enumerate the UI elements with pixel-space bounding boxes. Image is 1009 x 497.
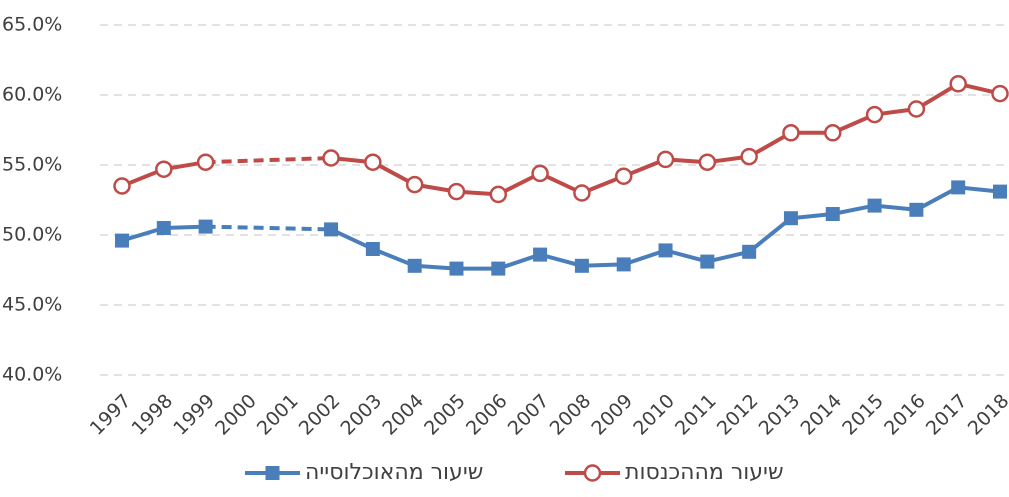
marker — [365, 242, 380, 256]
marker — [405, 175, 424, 194]
marker — [489, 185, 508, 204]
marker — [825, 207, 840, 221]
x-tick-label: 2003 — [337, 390, 387, 440]
x-tick-label: 2016 — [880, 390, 930, 440]
x-tick-label: 2004 — [378, 390, 428, 440]
y-tick-label: 45.0% — [2, 294, 62, 316]
x-tick-label: 2014 — [796, 390, 846, 440]
marker — [155, 160, 173, 178]
marker — [867, 198, 882, 213]
x-tick-label: 2007 — [504, 390, 554, 440]
marker — [491, 261, 506, 276]
marker — [614, 167, 633, 185]
gap-connector — [205, 156, 332, 165]
marker — [364, 153, 382, 171]
legend: שיעור מהאוכלוסייה שיעור מההכנסות — [245, 460, 784, 485]
x-tick-label: 1999 — [169, 390, 219, 440]
marker — [949, 75, 967, 93]
marker — [265, 466, 280, 480]
x-tick-label: 1998 — [127, 390, 177, 440]
x-tick-label: 2017 — [922, 390, 972, 440]
marker — [951, 180, 966, 195]
x-tick-label: 2012 — [713, 390, 763, 440]
x-tick-label: 2006 — [462, 390, 512, 440]
marker — [783, 211, 798, 226]
marker — [449, 261, 464, 276]
x-tick-label: 2010 — [629, 390, 679, 440]
marker — [115, 233, 129, 248]
marker — [656, 150, 675, 169]
y-tick-label: 65.0% — [2, 14, 62, 36]
x-tick-label: 2015 — [838, 390, 888, 440]
marker — [991, 84, 1009, 103]
y-tick-label: 60.0% — [2, 84, 62, 106]
marker — [322, 149, 340, 167]
x-tick-label: 2002 — [295, 390, 345, 440]
marker — [907, 100, 926, 118]
marker — [782, 124, 800, 142]
marker — [616, 257, 631, 272]
marker — [574, 258, 589, 273]
marker — [573, 184, 591, 202]
x-tick-label: 2005 — [420, 390, 470, 440]
marker — [324, 222, 339, 237]
x-tick-label: 1997 — [86, 390, 136, 440]
marker — [865, 105, 884, 124]
y-tick-label: 50.0% — [2, 224, 62, 246]
marker — [531, 164, 549, 183]
marker — [407, 258, 422, 273]
marker — [658, 243, 673, 258]
x-tick-label: 2013 — [755, 390, 805, 440]
series-line — [121, 81, 1001, 197]
marker — [113, 177, 131, 195]
marker — [533, 247, 548, 262]
marker — [698, 153, 717, 171]
marker — [824, 124, 842, 142]
gap-connector — [205, 224, 332, 232]
marker — [909, 202, 924, 217]
marker — [742, 244, 757, 259]
y-tick-label: 55.0% — [2, 154, 62, 176]
x-tick-label: 2008 — [546, 390, 596, 440]
marker — [740, 147, 758, 166]
x-tick-label: 2001 — [253, 390, 303, 440]
x-tick-label: 2000 — [211, 390, 261, 440]
y-tick-label: 40.0% — [2, 364, 62, 386]
x-tick-label: 2011 — [671, 390, 721, 440]
marker — [700, 254, 715, 269]
marker — [993, 184, 1007, 199]
marker — [583, 464, 602, 482]
x-tick-label: 2018 — [964, 390, 1009, 440]
marker — [156, 221, 171, 235]
marker — [198, 219, 213, 234]
x-tick-label: 2009 — [587, 390, 637, 440]
marker — [196, 153, 215, 171]
legend-label: שיעור מהאוכלוסייה — [305, 460, 483, 485]
marker — [447, 182, 466, 201]
legend-label: שיעור מההכנסות — [625, 460, 784, 485]
